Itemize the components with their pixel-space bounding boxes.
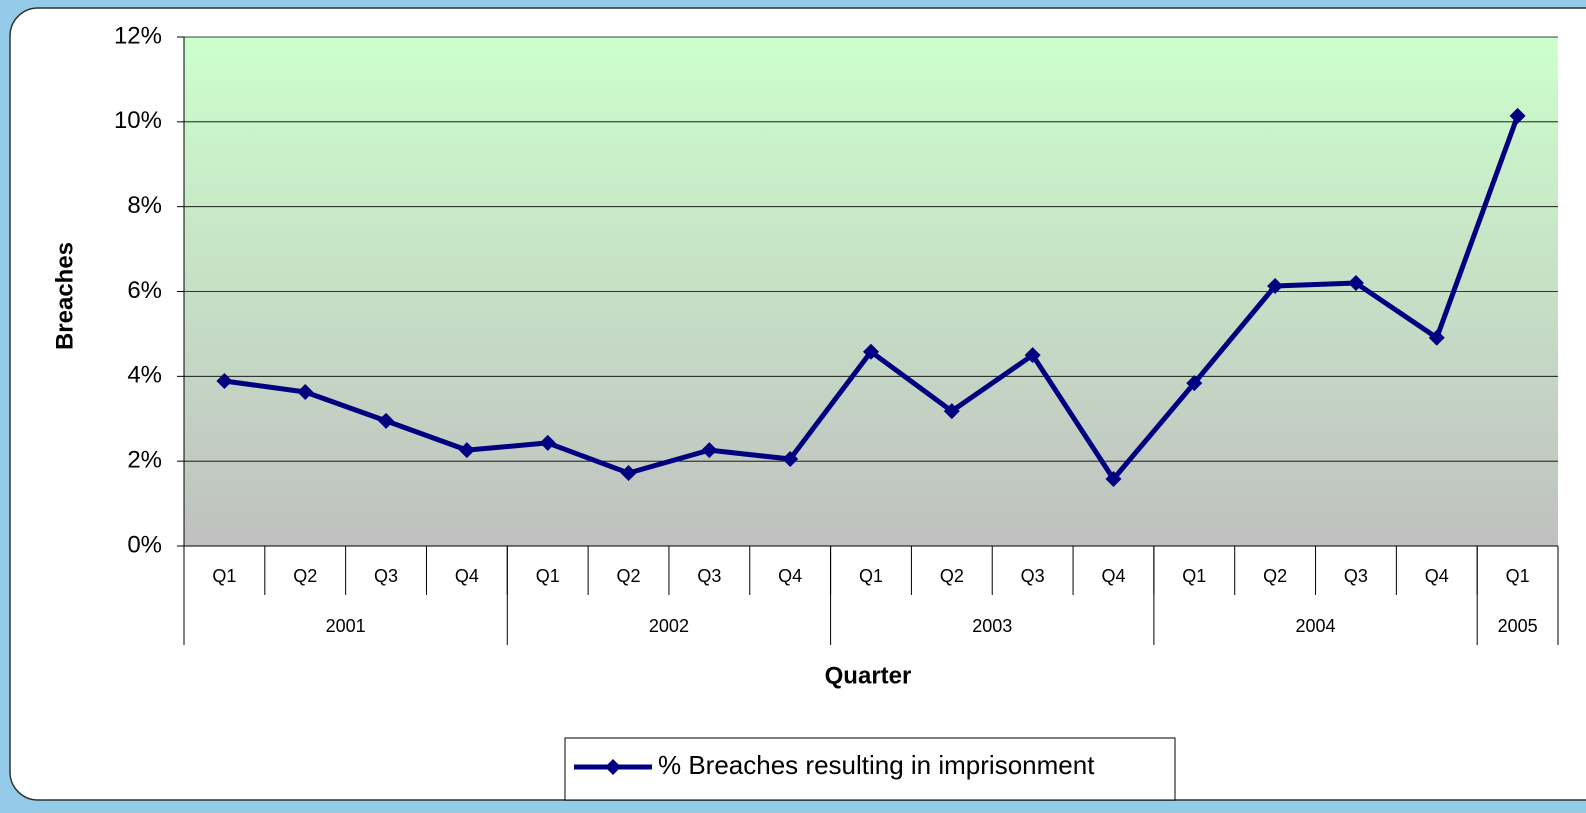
x-tick-label: Q2 bbox=[1263, 566, 1287, 586]
group-label: 2001 bbox=[326, 616, 366, 636]
legend-marker bbox=[605, 759, 621, 775]
marker bbox=[943, 403, 960, 420]
marker bbox=[620, 465, 637, 482]
legend bbox=[564, 737, 1176, 801]
marker bbox=[1024, 347, 1041, 364]
x-tick-label: Q4 bbox=[778, 566, 802, 586]
x-axis-label: Quarter bbox=[825, 662, 912, 689]
x-tick-label: Q2 bbox=[293, 566, 317, 586]
group-label: 2002 bbox=[649, 616, 689, 636]
y-tick-label: 8% bbox=[127, 192, 162, 219]
x-tick-label: Q3 bbox=[697, 566, 721, 586]
x-tick-label: Q1 bbox=[859, 566, 883, 586]
x-tick-label: Q1 bbox=[1182, 566, 1206, 586]
marker bbox=[1428, 329, 1445, 346]
group-label: 2005 bbox=[1498, 616, 1538, 636]
x-tick-label: Q3 bbox=[374, 566, 398, 586]
marker bbox=[1267, 277, 1284, 294]
marker bbox=[539, 434, 556, 451]
x-tick-label: Q3 bbox=[1021, 566, 1045, 586]
x-tick-label: Q4 bbox=[455, 566, 479, 586]
marker bbox=[297, 384, 314, 401]
x-tick-label: Q4 bbox=[1101, 566, 1125, 586]
x-tick-label: Q1 bbox=[212, 566, 236, 586]
x-tick-label: Q4 bbox=[1425, 566, 1449, 586]
y-tick-label: 4% bbox=[127, 362, 162, 389]
y-tick-label: 12% bbox=[114, 22, 162, 49]
marker bbox=[863, 343, 879, 360]
marker bbox=[458, 442, 475, 459]
marker bbox=[378, 412, 395, 429]
group-label: 2004 bbox=[1296, 616, 1336, 636]
marker bbox=[701, 442, 718, 459]
y-tick-label: 6% bbox=[127, 277, 162, 304]
marker bbox=[1105, 470, 1122, 487]
marker bbox=[1347, 275, 1364, 292]
x-tick-label: Q2 bbox=[617, 566, 641, 586]
x-tick-label: Q1 bbox=[1506, 566, 1530, 586]
marker bbox=[1509, 107, 1526, 124]
x-tick-label: Q3 bbox=[1344, 566, 1368, 586]
y-tick-label: 0% bbox=[127, 531, 162, 558]
y-tick-label: 2% bbox=[127, 447, 162, 474]
y-axis-label: Breaches bbox=[51, 242, 78, 350]
marker bbox=[216, 372, 233, 389]
x-tick-label: Q2 bbox=[940, 566, 964, 586]
marker bbox=[1186, 375, 1203, 392]
legend-label: % Breaches resulting in imprisonment bbox=[658, 750, 1095, 780]
group-label: 2003 bbox=[972, 616, 1012, 636]
y-tick-label: 10% bbox=[114, 107, 162, 134]
x-tick-label: Q1 bbox=[536, 566, 560, 586]
marker bbox=[782, 451, 799, 468]
